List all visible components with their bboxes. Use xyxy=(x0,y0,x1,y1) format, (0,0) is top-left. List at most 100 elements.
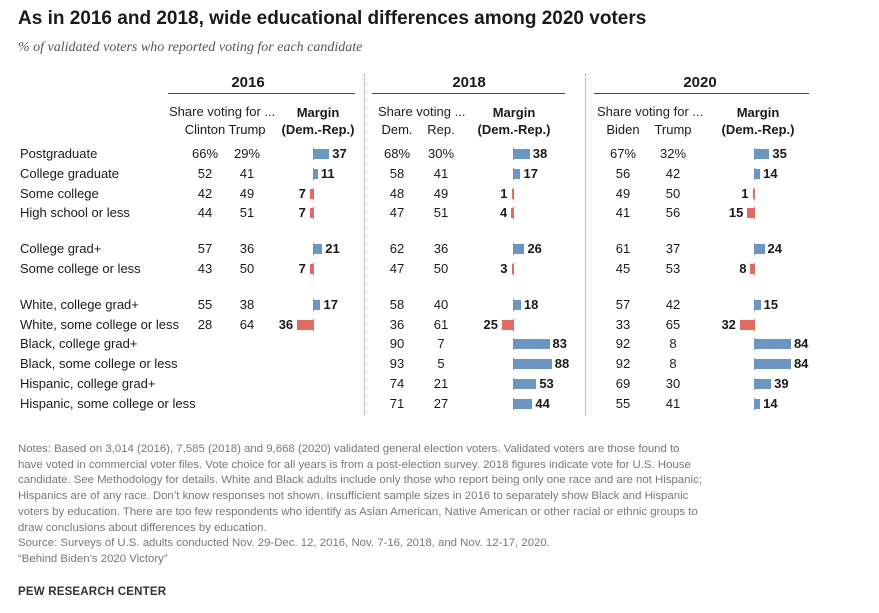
share-voting-label: Share voting for ... xyxy=(597,104,704,119)
rep-share: 42 xyxy=(665,296,681,312)
dem-share: 62 xyxy=(389,241,405,257)
margin-baseline xyxy=(313,263,314,275)
margin-value: 53 xyxy=(539,376,554,391)
rep-share: 50 xyxy=(239,261,255,276)
note-line: “Behind Biden’s 2020 Victory” xyxy=(18,552,168,565)
margin-baseline xyxy=(513,207,514,220)
margin-value: 14 xyxy=(763,395,778,411)
rep-share: 38 xyxy=(239,296,255,312)
row-label: Hispanic, some college or less xyxy=(20,395,196,411)
margin-value: 11 xyxy=(320,165,335,181)
margin-baseline xyxy=(754,263,755,275)
margin-baseline xyxy=(313,318,314,331)
margin-bar-dem xyxy=(513,339,550,350)
note-line: draw conclusions about differences by ed… xyxy=(18,521,267,534)
rep-share: 29% xyxy=(233,146,261,161)
rep-share: 61 xyxy=(433,316,449,332)
margin-bar-rep xyxy=(747,208,754,219)
margin-value: 44 xyxy=(535,395,550,411)
year-header-2016: 2016 xyxy=(231,74,265,91)
margin-bar-dem xyxy=(513,359,552,370)
margin-value: 17 xyxy=(323,296,338,312)
row-label: High school or less xyxy=(20,205,130,221)
rep-share: 56 xyxy=(665,205,681,221)
rep-share: 8 xyxy=(669,336,677,352)
margin-bar-rep xyxy=(739,319,754,330)
rep-share: 21 xyxy=(433,376,449,391)
rep-share: 49 xyxy=(433,185,449,201)
margin-value: 32 xyxy=(721,316,736,332)
margin-value: 8 xyxy=(739,261,747,276)
dem-share: 44 xyxy=(197,205,213,221)
row-label: White, college grad+ xyxy=(20,296,139,312)
margin-value: 24 xyxy=(767,241,783,257)
rep-share: 37 xyxy=(665,241,681,257)
year-separator xyxy=(585,74,586,416)
margin-value: 36 xyxy=(278,316,294,332)
year-underline xyxy=(168,93,355,94)
margin-header: Margin xyxy=(296,105,340,120)
rep-share: 41 xyxy=(665,395,681,411)
dem-share: 52 xyxy=(197,165,213,181)
year-underline xyxy=(594,93,809,94)
margin-value: 1 xyxy=(741,185,749,201)
margin-bar-dem xyxy=(513,398,533,409)
dem-share: 92 xyxy=(615,356,631,372)
margin-bar-dem xyxy=(754,379,772,389)
dem-share: 41 xyxy=(615,205,631,221)
margin-header-sub: (Dem.-Rep.) xyxy=(721,122,795,137)
share-voting-label: Share voting ... xyxy=(378,104,466,119)
dem-candidate-header: Dem. xyxy=(381,122,413,137)
margin-baseline xyxy=(513,187,514,200)
rep-share: 53 xyxy=(665,261,681,276)
margin-value: 15 xyxy=(728,205,744,221)
rep-share: 51 xyxy=(433,205,449,221)
rep-share: 36 xyxy=(433,241,449,257)
chart-title: As in 2016 and 2018, wide educational di… xyxy=(18,8,647,29)
margin-bar-dem xyxy=(513,379,537,389)
rep-share: 42 xyxy=(665,165,681,181)
margin-value: 35 xyxy=(772,146,787,161)
margin-baseline xyxy=(513,318,514,331)
year-separator xyxy=(364,74,365,416)
dem-share: 47 xyxy=(389,261,405,276)
note-line: candidate. See Methodology for details. … xyxy=(18,474,702,487)
row-label: Some college or less xyxy=(20,261,141,276)
dem-share: 58 xyxy=(389,296,405,312)
dem-share: 90 xyxy=(389,336,405,352)
dem-share: 43 xyxy=(197,261,213,276)
dem-share: 33 xyxy=(615,316,631,332)
rep-share: 50 xyxy=(433,261,449,276)
margin-value: 26 xyxy=(527,241,542,257)
margin-bar-rep xyxy=(511,208,513,219)
note-line: voters by education. There are too few r… xyxy=(18,505,698,518)
row-label: College graduate xyxy=(20,165,120,181)
margin-value: 3 xyxy=(500,261,508,276)
margin-bar-dem xyxy=(513,168,521,179)
margin-bar-dem xyxy=(754,244,765,255)
rep-share: 40 xyxy=(433,296,449,312)
margin-value: 37 xyxy=(332,146,347,161)
dem-share: 57 xyxy=(615,296,631,312)
margin-baseline xyxy=(754,207,755,220)
row-label: Black, college grad+ xyxy=(20,336,138,352)
rep-share: 7 xyxy=(437,336,445,352)
margin-bar-dem xyxy=(754,168,761,179)
share-voting-label: Share voting for ... xyxy=(169,104,276,119)
margin-baseline xyxy=(313,207,314,220)
rep-share: 36 xyxy=(239,241,255,257)
note-line: have voted in commercial voter files. Vo… xyxy=(18,458,691,471)
margin-value: 84 xyxy=(793,336,809,352)
margin-header: Margin xyxy=(492,105,536,120)
year-underline xyxy=(372,93,565,94)
dem-share: 28 xyxy=(197,316,213,332)
note-line: Source: Surveys of U.S. adults conducted… xyxy=(18,537,550,550)
rep-share: 27 xyxy=(433,395,449,411)
rep-share: 41 xyxy=(239,165,255,181)
rep-share: 65 xyxy=(665,316,681,332)
dem-share: 68% xyxy=(383,146,411,161)
row-label: Hispanic, college grad+ xyxy=(20,376,156,391)
margin-value: 4 xyxy=(500,205,508,221)
rep-candidate-header: Rep. xyxy=(427,122,455,137)
margin-baseline xyxy=(754,318,755,331)
